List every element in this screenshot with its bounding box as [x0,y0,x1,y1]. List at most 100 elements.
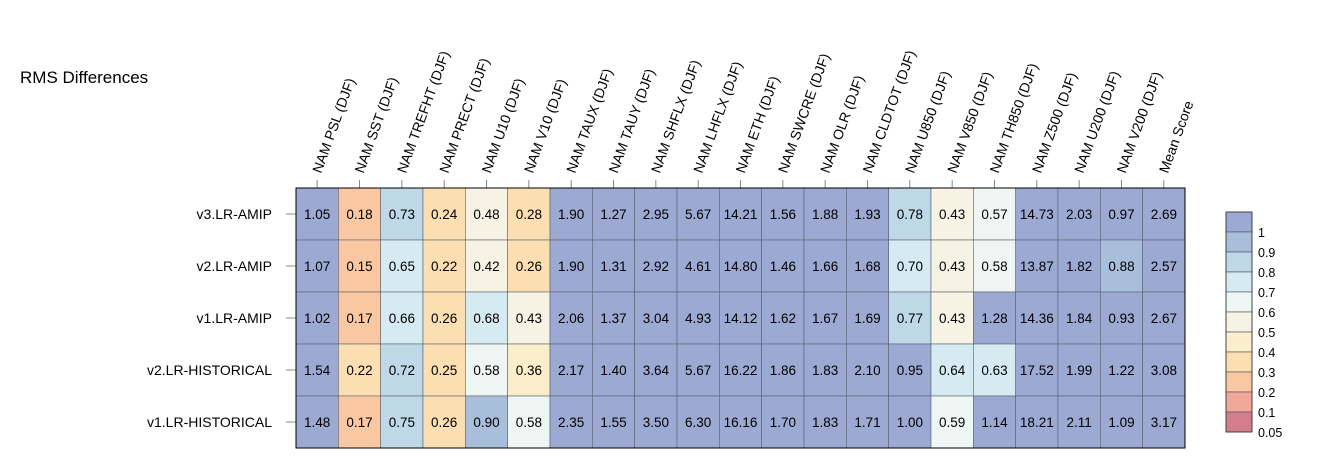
cell-value: 0.88 [1108,259,1134,274]
heatmap-cell [888,343,932,397]
cell-value: 0.72 [389,363,415,378]
colorbar-swatch [1225,411,1253,433]
heatmap-cell [846,291,889,345]
cell-value: 0.28 [516,207,542,222]
column-label: NAM SST (DJF) [351,75,401,175]
heatmap-cell [888,395,932,449]
heatmap-cell [465,291,508,345]
heatmap-cell [803,343,847,397]
heatmap-cell [1057,343,1101,397]
colorbar-tick-label: 0.05 [1258,426,1282,440]
column-label: NAM OLR (DJF) [817,73,867,175]
cell-value: 5.67 [685,363,711,378]
heatmap-cell [719,291,762,345]
cell-value: 14.36 [1020,311,1054,326]
column-label: NAM U850 (DJF) [902,69,954,175]
heatmap-cell [761,187,805,241]
cell-value: 14.80 [724,259,758,274]
cell-value: 0.43 [939,259,965,274]
cell-value: 0.68 [473,311,499,326]
colorbar-legend: 1 0.9 0.8 0.7 0.6 0.5 0.4 0.3 0.2 0.1 0.05 [1225,211,1282,440]
heatmap-cell [676,239,720,293]
colorbar-swatch [1225,371,1253,393]
heatmap-cell [507,239,551,293]
colorbar-swatch [1225,291,1253,313]
heatmap-cell [803,291,847,345]
cell-value: 2.57 [1151,259,1177,274]
column-label: NAM U200 (DJF) [1071,69,1123,175]
cell-value: 3.17 [1151,415,1177,430]
cell-value: 1.40 [600,363,626,378]
cell-value: 17.52 [1020,363,1054,378]
cell-value: 1.84 [1066,311,1093,326]
heatmap-cell [803,187,847,241]
cell-value: 0.65 [389,259,415,274]
cell-value: 1.22 [1108,363,1134,378]
heatmap-cell [973,187,1016,241]
column-label: NAM ETH (DJF) [732,74,782,175]
heatmap-cell [592,239,635,293]
cell-value: 6.30 [685,415,711,430]
cell-value: 0.58 [981,259,1007,274]
cell-value: 18.21 [1020,415,1054,430]
cell-value: 1.70 [770,415,796,430]
cell-value: 1.09 [1108,415,1134,430]
heatmap-cell [761,343,805,397]
heatmap-cell [1015,187,1059,241]
heatmap-cell [676,343,720,397]
colorbar-tick-label: 0.2 [1258,386,1275,400]
cell-value: 0.97 [1108,207,1134,222]
cell-value: 0.75 [389,415,415,430]
heatmap-cell [1015,239,1059,293]
colorbar-swatch [1225,331,1253,353]
cell-value: 0.58 [516,415,542,430]
cell-value: 5.67 [685,207,711,222]
cell-value: 0.78 [897,207,923,222]
cell-value: 1.83 [812,415,838,430]
cell-value: 2.69 [1151,207,1177,222]
cell-value: 1.02 [304,311,330,326]
cell-value: 0.15 [346,259,372,274]
heatmap-cell [719,395,762,449]
heatmap-cell [549,395,593,449]
heatmap-cell [676,395,720,449]
heatmap-cell [719,343,762,397]
colorbar-swatch [1225,271,1253,293]
cell-value: 2.11 [1067,415,1092,430]
cell-value: 1.00 [897,415,923,430]
row-label: v1.LR-AMIP [197,310,272,326]
heatmap-cell [592,395,635,449]
heatmap-cell [1015,395,1059,449]
chart-title: RMS Differences [20,68,148,87]
cell-value: 1.37 [600,311,626,326]
heatmap-cell [592,291,635,345]
column-label: NAM V850 (DJF) [944,69,995,175]
cell-value: 4.61 [685,259,711,274]
colorbar-tick-label: 0.5 [1258,326,1275,340]
cell-value: 0.43 [939,311,965,326]
heatmap-cell [295,239,339,293]
cell-value: 0.18 [346,207,372,222]
colorbar-swatch [1225,231,1253,253]
heatmap-cell [465,395,508,449]
colorbar-swatch [1225,311,1253,333]
heatmap-cell [295,395,339,449]
cell-value: 1.83 [812,363,838,378]
heatmap-cell [930,187,974,241]
cell-value: 1.46 [770,259,796,274]
heatmap-cell [295,291,339,345]
heatmap-cell [973,291,1016,345]
cell-value: 14.12 [724,311,758,326]
row-label: v3.LR-AMIP [197,206,272,222]
row-label: v2.LR-AMIP [197,258,272,274]
cell-value: 13.87 [1020,259,1054,274]
heatmap-cell [1100,343,1143,397]
heatmap-cell [930,343,974,397]
colorbar-swatch [1225,351,1253,373]
heatmap-cell [1057,395,1101,449]
cell-value: 2.03 [1066,207,1092,222]
cell-value: 1.71 [854,415,880,430]
column-label: NAM TAUY (DJF) [605,66,658,175]
cell-value: 1.07 [304,259,330,274]
